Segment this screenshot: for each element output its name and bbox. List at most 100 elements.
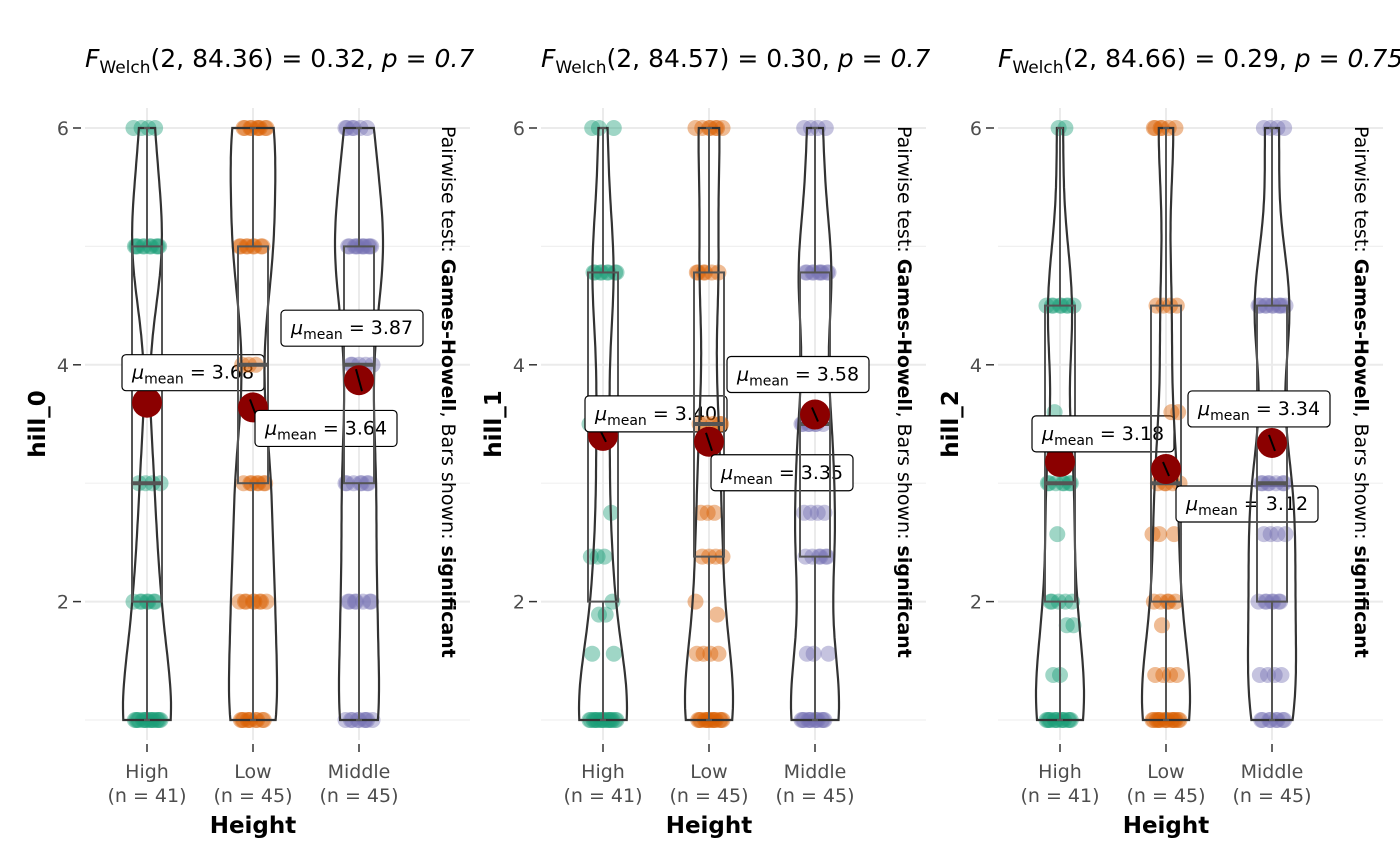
x-tick-label-n: (n = 45) bbox=[213, 785, 292, 807]
side-caption-prefix: Pairwise test: bbox=[893, 126, 915, 259]
data-point bbox=[687, 593, 704, 610]
data-point bbox=[348, 593, 365, 610]
mean-label-mu: μ bbox=[736, 364, 749, 386]
group-low: μmean = 3.64 bbox=[227, 120, 398, 728]
y-tick-label: 6 bbox=[57, 118, 69, 140]
title-stat-sub: Welch bbox=[1012, 58, 1063, 78]
mean-label: μmean = 3.68 bbox=[131, 362, 254, 388]
violin-outline bbox=[789, 126, 841, 722]
data-point bbox=[596, 548, 613, 565]
mean-label-sub: mean bbox=[749, 374, 789, 390]
chart-panel-1: FWelch(2, 84.36) = 0.32, p = 0.7 2 4 6 hill_… bbox=[25, 44, 474, 839]
mean-label-sub: mean bbox=[733, 472, 773, 488]
data-point bbox=[363, 593, 380, 610]
x-tick-label-name: Low bbox=[1147, 761, 1184, 783]
mean-connector bbox=[1162, 461, 1170, 477]
chart-panel-3: FWelch(2, 84.66) = 0.29, p = 0.75 2 4 6 hill… bbox=[938, 44, 1400, 839]
mean-label-mu: μ bbox=[1041, 423, 1054, 445]
mean-connector bbox=[1268, 434, 1276, 452]
data-point bbox=[1147, 667, 1164, 684]
title-p: p = 0.7 bbox=[381, 44, 475, 73]
x-tick-label-name: Low bbox=[690, 761, 727, 783]
mean-label-value: = 3.35 bbox=[773, 462, 843, 484]
data-point bbox=[1155, 667, 1172, 684]
x-axis-label: Height bbox=[666, 813, 753, 839]
data-point bbox=[1277, 526, 1294, 543]
mean-label-sub: mean bbox=[277, 427, 317, 443]
group-low: μmean = 3.35 bbox=[683, 120, 854, 728]
mean-label-mu: μ bbox=[1197, 398, 1210, 420]
data-point bbox=[798, 645, 815, 662]
x-tick-label-n: (n = 45) bbox=[669, 785, 748, 807]
data-point bbox=[1255, 526, 1272, 543]
data-point bbox=[817, 120, 834, 136]
data-point bbox=[695, 645, 712, 662]
title-values: (2, 84.36) = 0.32, bbox=[151, 44, 382, 73]
mean-label-mu: μ bbox=[264, 417, 277, 439]
mean-label-value: = 3.87 bbox=[343, 317, 413, 339]
side-caption-shown: significant bbox=[893, 546, 915, 658]
mean-label: μmean = 3.18 bbox=[1041, 423, 1164, 449]
mean-label-value: = 3.34 bbox=[1250, 398, 1320, 420]
mean-label-value: = 3.12 bbox=[1238, 493, 1308, 515]
data-point bbox=[816, 504, 833, 521]
title-stat: F bbox=[85, 44, 100, 73]
data-point bbox=[1058, 617, 1075, 634]
mean-label-sub: mean bbox=[1210, 408, 1250, 424]
mean-label-sub: mean bbox=[1054, 433, 1094, 449]
data-point bbox=[246, 593, 263, 610]
data-point bbox=[361, 593, 378, 610]
mean-connector bbox=[811, 407, 819, 422]
mean-label-box bbox=[710, 454, 854, 492]
data-point bbox=[582, 548, 599, 565]
data-point bbox=[1167, 120, 1184, 136]
side-caption: Pairwise test: Games-Howell, Bars shown:… bbox=[893, 126, 915, 658]
y-tick-label: 6 bbox=[513, 118, 525, 140]
data-point bbox=[340, 593, 357, 610]
violin-outline bbox=[333, 126, 385, 722]
title-p: p = 0.75 bbox=[1294, 44, 1400, 73]
mean-label-sub: mean bbox=[1198, 503, 1238, 519]
y-tick-label: 4 bbox=[513, 355, 525, 377]
side-caption-prefix: Pairwise test: bbox=[437, 126, 459, 259]
mean-label-box bbox=[584, 395, 728, 433]
data-point bbox=[796, 504, 813, 521]
y-tick-label: 2 bbox=[970, 592, 982, 614]
violin-outline bbox=[683, 126, 735, 722]
side-caption: Pairwise test: Games-Howell, Bars shown:… bbox=[1350, 126, 1372, 658]
mean-label-box bbox=[1175, 485, 1319, 523]
x-tick-label-name: High bbox=[125, 761, 169, 783]
mean-label-sub: mean bbox=[144, 372, 184, 388]
mean-label-mu: μ bbox=[720, 462, 733, 484]
x-tick-label-name: Low bbox=[234, 761, 271, 783]
chart-title: FWelch(2, 84.36) = 0.32, p = 0.7 bbox=[85, 44, 474, 78]
mean-label-value: = 3.58 bbox=[789, 364, 859, 386]
data-point bbox=[1273, 667, 1290, 684]
data-point bbox=[1251, 667, 1268, 684]
title-p: p = 0.7 bbox=[837, 44, 931, 73]
data-point bbox=[597, 606, 614, 623]
mean-label-sub: mean bbox=[303, 327, 343, 343]
data-point bbox=[1057, 120, 1074, 136]
data-point bbox=[706, 504, 723, 521]
side-caption-shown: significant bbox=[437, 546, 459, 658]
side-caption-mid: , Bars shown: bbox=[1350, 411, 1372, 545]
y-tick-label: 6 bbox=[970, 118, 982, 140]
data-point bbox=[710, 645, 727, 662]
mean-label-box bbox=[1187, 390, 1331, 428]
violin-outline bbox=[577, 126, 629, 722]
data-point bbox=[253, 593, 270, 610]
mean-label-box bbox=[280, 309, 424, 347]
y-axis-label: hill_2 bbox=[938, 390, 964, 458]
x-tick-label-n: (n = 45) bbox=[1232, 785, 1311, 807]
mean-label: μmean = 3.58 bbox=[736, 364, 859, 390]
mean-label-box bbox=[254, 409, 398, 448]
mean-label: μmean = 3.35 bbox=[720, 462, 843, 488]
data-point bbox=[605, 645, 622, 662]
data-point bbox=[1153, 617, 1170, 634]
data-point bbox=[1168, 667, 1185, 684]
group-middle: μmean = 3.87 bbox=[280, 120, 424, 728]
mean-point bbox=[132, 387, 162, 418]
x-tick-label-n: (n = 41) bbox=[563, 785, 642, 807]
